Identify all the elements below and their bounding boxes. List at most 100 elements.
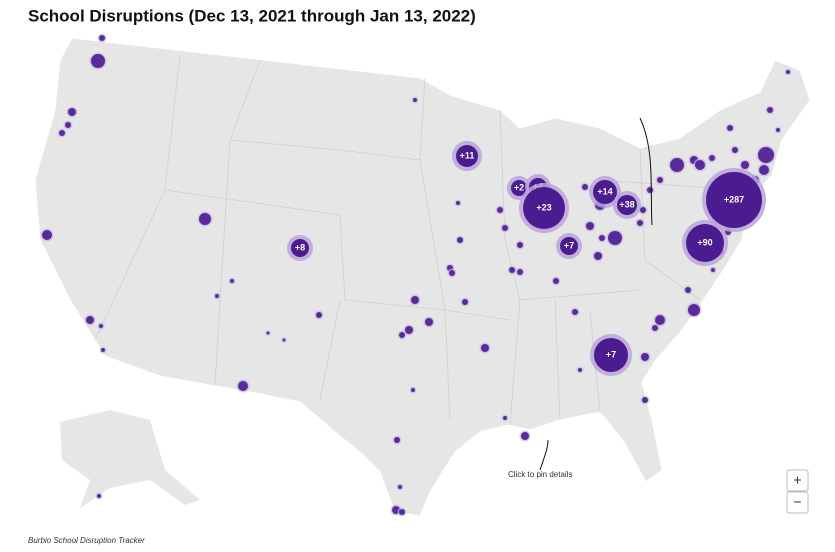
zoom-in-box[interactable] bbox=[786, 469, 809, 492]
school-dot bbox=[652, 325, 658, 331]
school-dot bbox=[572, 309, 578, 315]
school-dot bbox=[670, 158, 684, 172]
school-dot bbox=[599, 235, 605, 241]
school-dot bbox=[582, 184, 588, 190]
school-dot bbox=[695, 160, 705, 170]
school-dot bbox=[727, 125, 733, 131]
school-dot bbox=[594, 252, 602, 260]
school-dot bbox=[685, 287, 691, 293]
school-dot bbox=[230, 279, 234, 283]
school-dot bbox=[59, 130, 65, 136]
cluster-label: +8 bbox=[295, 242, 305, 252]
school-dot bbox=[586, 222, 594, 230]
school-dot bbox=[578, 368, 582, 372]
us-map bbox=[34, 37, 811, 517]
zoom-in-button[interactable]: + bbox=[786, 469, 809, 492]
school-dot bbox=[316, 312, 322, 318]
cluster bbox=[523, 187, 565, 229]
cluster-label: +287 bbox=[724, 194, 744, 204]
school-dot bbox=[517, 242, 523, 248]
school-dot bbox=[608, 231, 622, 245]
school-dot bbox=[776, 128, 780, 132]
cluster bbox=[594, 338, 628, 372]
school-dot bbox=[86, 316, 94, 324]
school-dot bbox=[99, 35, 105, 41]
cluster bbox=[511, 180, 527, 196]
hint-text: Click to pin details bbox=[508, 470, 572, 479]
school-dot bbox=[741, 161, 749, 169]
annotation-arrow bbox=[639, 117, 653, 226]
school-dot bbox=[553, 278, 559, 284]
dot-layer bbox=[40, 33, 792, 517]
school-dot bbox=[68, 108, 76, 116]
zoom-out-box[interactable] bbox=[786, 491, 809, 514]
school-dot bbox=[238, 381, 248, 391]
school-dot bbox=[759, 165, 769, 175]
cluster bbox=[593, 180, 617, 204]
school-dot bbox=[641, 353, 649, 361]
school-dot bbox=[462, 299, 468, 305]
school-dot bbox=[449, 270, 455, 276]
school-dot bbox=[758, 147, 774, 163]
school-dot bbox=[767, 107, 773, 113]
zoom-out-label[interactable]: − bbox=[793, 494, 801, 510]
school-dot bbox=[97, 494, 101, 498]
zoom-in-label[interactable]: + bbox=[793, 472, 801, 488]
school-dot bbox=[411, 296, 419, 304]
school-dot bbox=[502, 225, 508, 231]
school-dot bbox=[709, 155, 715, 161]
school-dot bbox=[732, 147, 738, 153]
school-dot bbox=[91, 54, 105, 68]
school-dot bbox=[688, 304, 700, 316]
school-dot bbox=[647, 187, 653, 193]
alaska bbox=[60, 410, 200, 508]
cluster-label: +38 bbox=[619, 199, 634, 209]
school-dot bbox=[657, 177, 663, 183]
cluster-label: +7 bbox=[606, 349, 616, 359]
school-dot bbox=[503, 416, 507, 420]
school-dot bbox=[398, 485, 402, 489]
school-dot bbox=[457, 237, 463, 243]
school-dot bbox=[65, 122, 71, 128]
school-dot bbox=[497, 207, 503, 213]
school-dot bbox=[411, 388, 415, 392]
page-title: School Disruptions (Dec 13, 2021 through… bbox=[28, 6, 476, 25]
school-dot bbox=[711, 268, 715, 272]
school-dot bbox=[266, 331, 270, 335]
school-dot bbox=[456, 201, 460, 205]
cluster-label: +11 bbox=[460, 150, 475, 160]
cluster bbox=[706, 172, 762, 228]
cluster-layer: +11+8+2+4+23+7+14+38+287+90+7 bbox=[287, 141, 766, 376]
zoom-out-button[interactable]: − bbox=[786, 491, 809, 514]
school-dot bbox=[655, 315, 665, 325]
cluster-label: +23 bbox=[536, 202, 551, 212]
school-dot bbox=[413, 98, 417, 102]
school-dot bbox=[399, 332, 405, 338]
school-dot bbox=[101, 348, 105, 352]
school-dot bbox=[42, 230, 52, 240]
cluster bbox=[456, 145, 478, 167]
school-dot bbox=[640, 207, 646, 213]
school-dot bbox=[509, 267, 515, 273]
school-dot bbox=[786, 70, 790, 74]
cluster bbox=[560, 237, 578, 255]
cluster bbox=[617, 195, 637, 215]
cluster-label: +7 bbox=[564, 240, 574, 250]
school-dot bbox=[215, 294, 219, 298]
school-dot bbox=[282, 338, 286, 342]
school-dot bbox=[521, 432, 529, 440]
school-dot bbox=[425, 318, 433, 326]
hint-arrow bbox=[539, 439, 549, 471]
cluster bbox=[291, 239, 309, 257]
school-dot bbox=[637, 220, 643, 226]
source-text: Burbio School Disruption Tracker bbox=[28, 536, 145, 545]
school-dot bbox=[517, 269, 523, 275]
cluster bbox=[686, 224, 724, 262]
school-dot bbox=[642, 397, 648, 403]
school-dot bbox=[99, 324, 103, 328]
school-dot bbox=[405, 326, 413, 334]
cluster-label: +2 bbox=[514, 182, 524, 192]
state-borders bbox=[94, 54, 741, 426]
cluster-label: +14 bbox=[597, 186, 612, 196]
